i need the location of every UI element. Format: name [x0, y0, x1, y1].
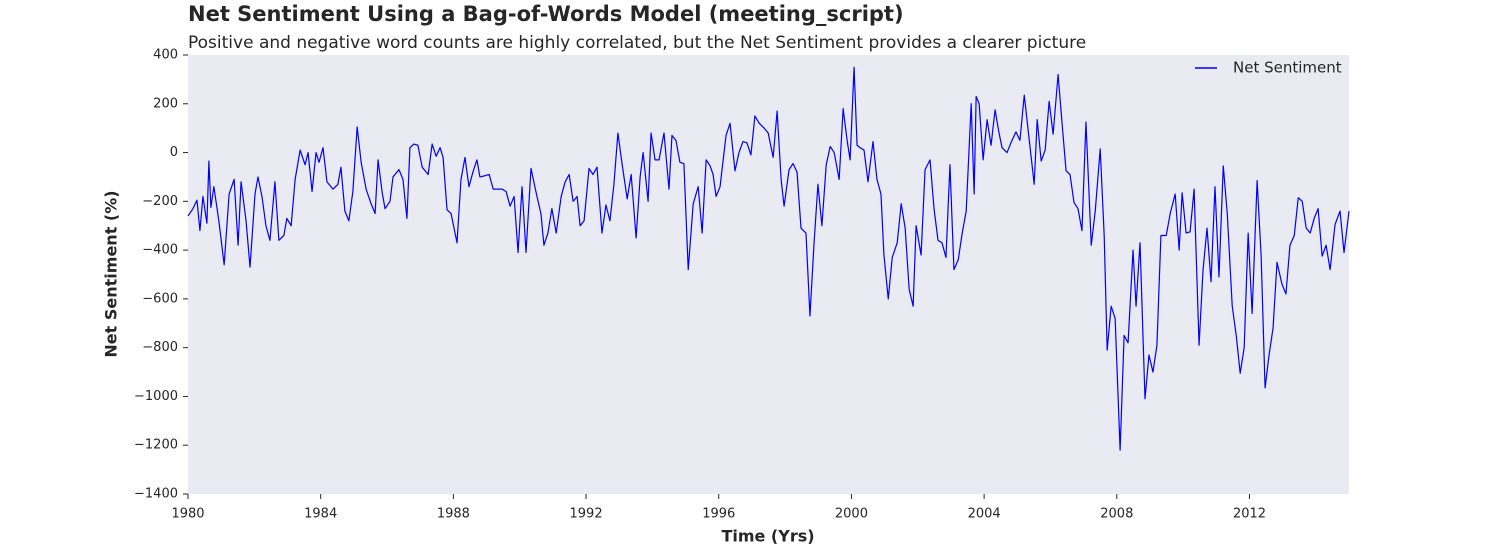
y-tick-label: −600	[142, 291, 178, 306]
x-tick-label: 2000	[835, 507, 868, 522]
y-tick-label: 0	[170, 145, 178, 160]
x-tick-label: 1988	[437, 507, 470, 522]
y-tick-label: −400	[142, 243, 178, 258]
x-tick-label: 2008	[1100, 507, 1133, 522]
x-tick-label: 1992	[570, 507, 603, 522]
x-axis-label: Time (Yrs)	[721, 527, 814, 546]
y-tick-label: 200	[153, 96, 178, 111]
x-tick-label: 1980	[171, 507, 204, 522]
x-tick-label: 2012	[1233, 507, 1266, 522]
legend-label: Net Sentiment	[1233, 59, 1342, 77]
line-series	[187, 66, 1350, 451]
chart-title: Net Sentiment Using a Bag-of-Words Model…	[188, 2, 904, 26]
y-tick-label: −200	[142, 194, 178, 209]
x-tick-label: 2004	[968, 507, 1001, 522]
plot-area	[188, 55, 1349, 494]
y-tick-label: −1200	[134, 438, 178, 453]
y-tick-label: −800	[142, 340, 178, 355]
y-axis-label: Net Sentiment (%)	[102, 190, 121, 357]
y-tick-label: 400	[153, 48, 178, 63]
chart-subtitle: Positive and negative word counts are hi…	[188, 33, 1086, 53]
x-tick-label: 1984	[304, 507, 337, 522]
y-tick-label: −1400	[134, 487, 178, 502]
y-tick-label: −1000	[134, 389, 178, 404]
x-tick-label: 1996	[702, 507, 735, 522]
